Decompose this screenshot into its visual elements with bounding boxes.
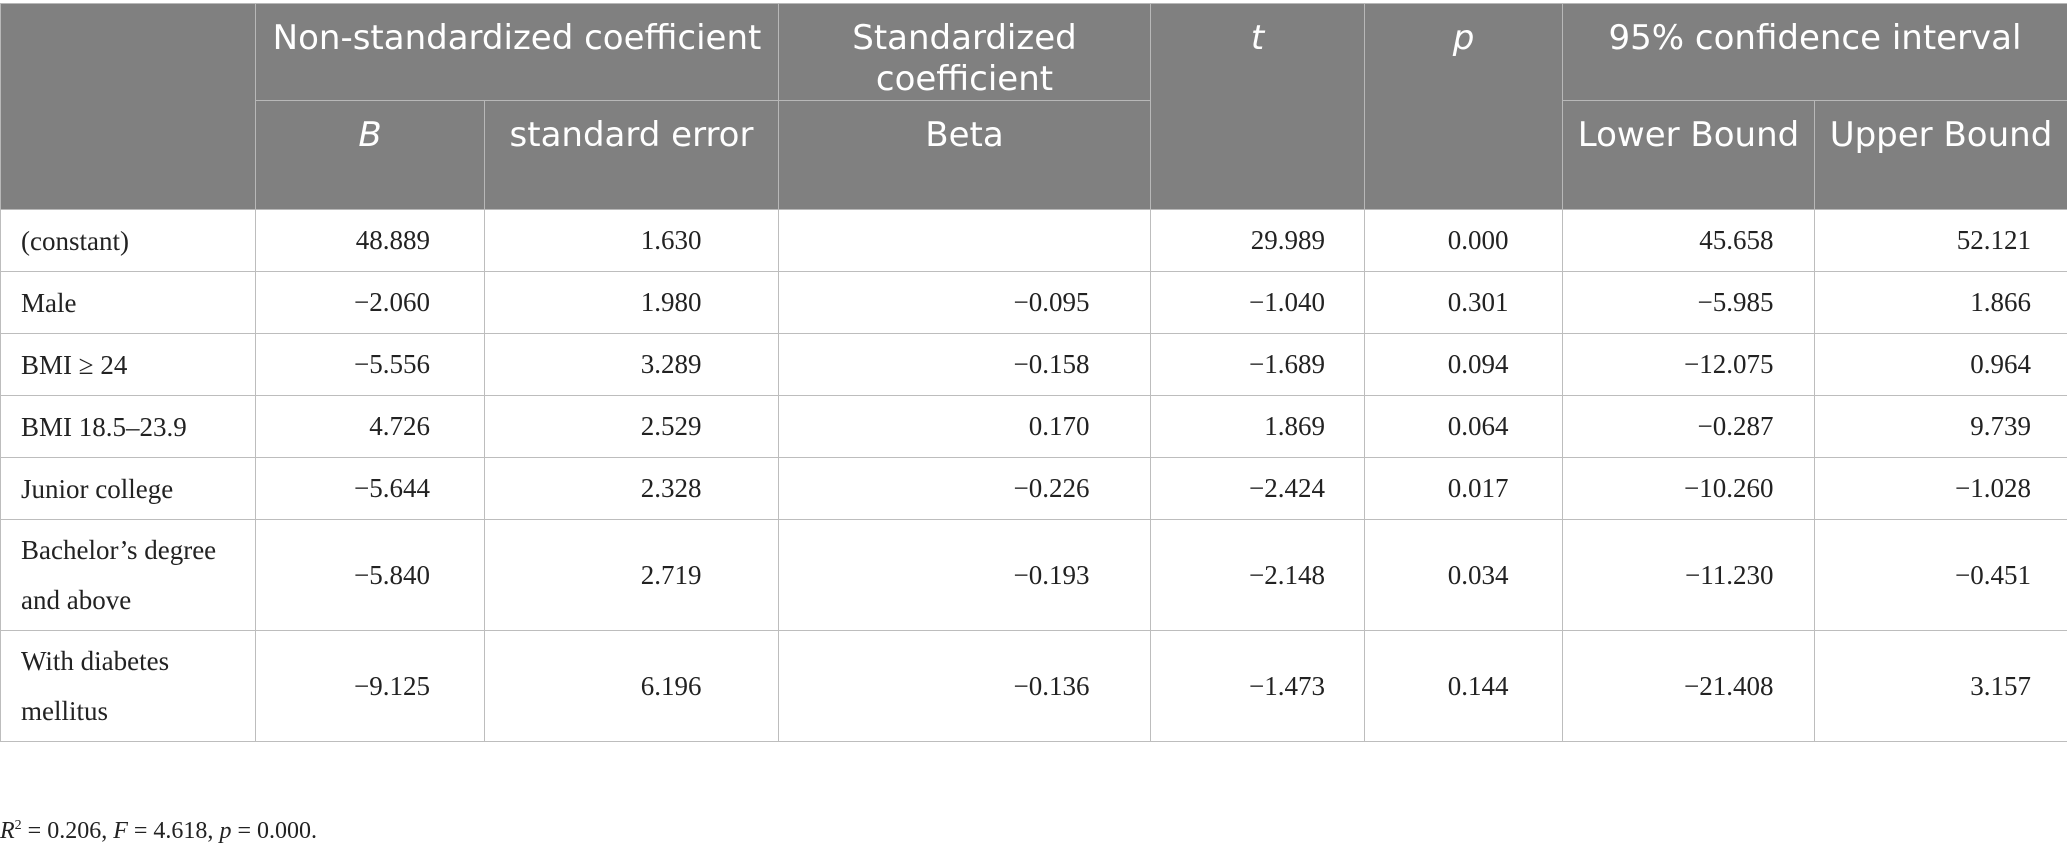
header-p: p xyxy=(1364,3,1563,210)
header-t: t xyxy=(1150,3,1365,210)
cell-b: −2.060 xyxy=(255,271,485,334)
cell-t: −2.424 xyxy=(1150,457,1365,520)
cell-p: 0.301 xyxy=(1364,271,1563,334)
table-container: Non-standardized coefficient Standardize… xyxy=(0,3,2067,742)
row-label: Bachelor’s degree and above xyxy=(0,519,256,631)
cell-b: −9.125 xyxy=(255,630,485,742)
cell-se: 2.719 xyxy=(484,519,779,631)
cell-b: 48.889 xyxy=(255,209,485,272)
cell-p: 0.064 xyxy=(1364,395,1563,458)
cell-t: 1.869 xyxy=(1150,395,1365,458)
cell-t: 29.989 xyxy=(1150,209,1365,272)
header-lower-bound: Lower Bound xyxy=(1562,100,1815,210)
cell-p: 0.000 xyxy=(1364,209,1563,272)
row-label: BMI 18.5–23.9 xyxy=(0,395,256,458)
cell-b: −5.556 xyxy=(255,333,485,396)
header-upper-bound: Upper Bound xyxy=(1814,100,2067,210)
cell-t: −1.689 xyxy=(1150,333,1365,396)
table-row: (constant) 48.889 1.630 29.989 0.000 45.… xyxy=(0,209,2067,272)
footnote-r: R xyxy=(0,818,15,844)
table-row: BMI 18.5–23.9 4.726 2.529 0.170 1.869 0.… xyxy=(0,395,2067,458)
footnote-f: F xyxy=(113,818,128,844)
footnote-p: p xyxy=(219,818,232,844)
header-nonstandardized: Non-standardized coefficient xyxy=(255,3,779,101)
header-standardized: Standardized coefficient xyxy=(778,3,1151,101)
cell-upper: 1.866 xyxy=(1814,271,2067,334)
row-label: With diabetes mellitus xyxy=(0,630,256,742)
table-row: Bachelor’s degree and above −5.840 2.719… xyxy=(0,519,2067,631)
cell-lower: −0.287 xyxy=(1562,395,1815,458)
table-row: BMI ≥ 24 −5.556 3.289 −0.158 −1.689 0.09… xyxy=(0,333,2067,396)
cell-se: 6.196 xyxy=(484,630,779,742)
cell-upper: −0.451 xyxy=(1814,519,2067,631)
header-beta: Beta xyxy=(778,100,1151,210)
row-label: BMI ≥ 24 xyxy=(0,333,256,396)
cell-lower: −10.260 xyxy=(1562,457,1815,520)
cell-beta: −0.226 xyxy=(778,457,1151,520)
header-confidence-interval: 95% confidence interval xyxy=(1562,3,2067,101)
cell-beta: −0.193 xyxy=(778,519,1151,631)
header-standard-error: standard error xyxy=(484,100,779,210)
cell-upper: 0.964 xyxy=(1814,333,2067,396)
cell-p: 0.017 xyxy=(1364,457,1563,520)
cell-t: −2.148 xyxy=(1150,519,1365,631)
footnote-r-value: = 0.206, xyxy=(21,818,114,844)
cell-upper: −1.028 xyxy=(1814,457,2067,520)
cell-p: 0.144 xyxy=(1364,630,1563,742)
header-b: B xyxy=(255,100,485,210)
table-header: Non-standardized coefficient Standardize… xyxy=(0,3,2067,210)
cell-beta: 0.170 xyxy=(778,395,1151,458)
footnote-f-value: = 4.618, xyxy=(127,818,220,844)
cell-upper: 9.739 xyxy=(1814,395,2067,458)
row-label: (constant) xyxy=(0,209,256,272)
cell-b: 4.726 xyxy=(255,395,485,458)
regression-table: Non-standardized coefficient Standardize… xyxy=(0,3,2067,742)
cell-se: 2.529 xyxy=(484,395,779,458)
cell-lower: 45.658 xyxy=(1562,209,1815,272)
cell-b: −5.840 xyxy=(255,519,485,631)
cell-beta: −0.095 xyxy=(778,271,1151,334)
cell-p: 0.094 xyxy=(1364,333,1563,396)
cell-se: 1.630 xyxy=(484,209,779,272)
cell-upper: 3.157 xyxy=(1814,630,2067,742)
cell-p: 0.034 xyxy=(1364,519,1563,631)
cell-lower: −21.408 xyxy=(1562,630,1815,742)
table-row: Male −2.060 1.980 −0.095 −1.040 0.301 −5… xyxy=(0,271,2067,334)
cell-beta: −0.158 xyxy=(778,333,1151,396)
table-body: (constant) 48.889 1.630 29.989 0.000 45.… xyxy=(0,209,2067,742)
cell-se: 1.980 xyxy=(484,271,779,334)
cell-t: −1.473 xyxy=(1150,630,1365,742)
cell-lower: −5.985 xyxy=(1562,271,1815,334)
cell-t: −1.040 xyxy=(1150,271,1365,334)
table-footnote: R2 = 0.206, F = 4.618, p = 0.000. xyxy=(0,818,317,845)
cell-upper: 52.121 xyxy=(1814,209,2067,272)
cell-se: 2.328 xyxy=(484,457,779,520)
cell-lower: −11.230 xyxy=(1562,519,1815,631)
cell-beta xyxy=(778,209,1151,272)
footnote-p-value: = 0.000. xyxy=(231,818,317,844)
cell-se: 3.289 xyxy=(484,333,779,396)
cell-b: −5.644 xyxy=(255,457,485,520)
table-row: Junior college −5.644 2.328 −0.226 −2.42… xyxy=(0,457,2067,520)
cell-beta: −0.136 xyxy=(778,630,1151,742)
row-label: Junior college xyxy=(0,457,256,520)
row-label: Male xyxy=(0,271,256,334)
table-row: With diabetes mellitus −9.125 6.196 −0.1… xyxy=(0,630,2067,742)
footnote-r-superscript: 2 xyxy=(14,818,22,833)
cell-lower: −12.075 xyxy=(1562,333,1815,396)
header-blank xyxy=(0,3,256,210)
